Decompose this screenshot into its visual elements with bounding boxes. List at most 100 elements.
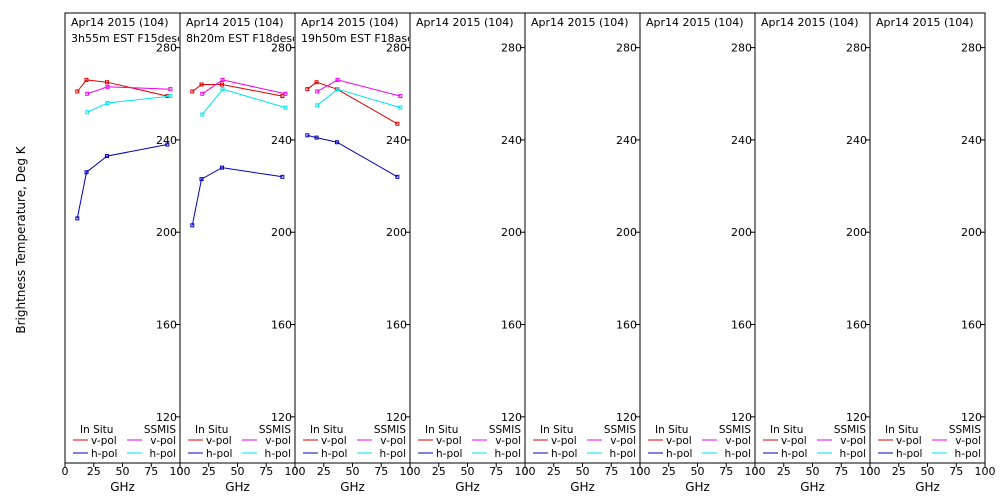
data-point-insitu-hpol — [314, 135, 319, 140]
legend-insitu-header: In Situ — [885, 424, 918, 436]
data-point-ssmis-vpol — [398, 94, 403, 99]
y-tick-label: 160 — [156, 319, 177, 332]
legend-ssmis-vpol: v-pol — [610, 435, 636, 447]
x-axis-label: GHz — [915, 480, 940, 494]
y-tick-label: 120 — [731, 411, 752, 424]
data-point-insitu-vpol — [280, 94, 285, 99]
legend-ssmis-header: SSMIS — [719, 424, 751, 436]
series-line-insitu-hpol — [76, 144, 168, 219]
panel-title-group: Apr14 2015 (104) — [531, 16, 629, 29]
data-point-insitu-hpol — [395, 174, 400, 179]
panel-title-group: Apr14 2015 (104) — [646, 16, 744, 29]
x-tick-label: 0 — [62, 465, 69, 478]
x-tick-label: 75 — [259, 465, 273, 478]
data-point-ssmis-hpol — [105, 101, 110, 105]
y-tick-label: 200 — [961, 226, 982, 239]
y-axis-label: Brightness Temperature, Deg K — [14, 145, 28, 333]
panel-8: Apr14 2015 (104) 120 160 200 240 280 0 25 50 75 10… — [867, 12, 996, 494]
x-axis-label: GHz — [685, 480, 710, 494]
y-tick-label: 200 — [846, 226, 867, 239]
x-tick-label: 25 — [777, 465, 791, 478]
data-point-ssmis-hpol — [283, 105, 288, 110]
legend-insitu-hpol: h-pol — [781, 448, 807, 460]
series-line-ssmis-hpol — [87, 95, 171, 113]
series-line-insitu-vpol — [191, 84, 283, 97]
x-axis-label: GHz — [225, 480, 250, 494]
data-point-ssmis-vpol — [85, 91, 90, 96]
series-line-ssmis-vpol — [202, 79, 286, 95]
x-tick-label: 25 — [662, 465, 676, 478]
y-tick-label: 280 — [501, 42, 522, 55]
x-tick-label: 25 — [432, 465, 446, 478]
legend-insitu-vpol: v-pol — [551, 435, 577, 447]
y-tick-label: 160 — [501, 319, 522, 332]
data-point-insitu-vpol — [75, 89, 80, 94]
x-tick-label: 100 — [515, 465, 536, 478]
data-point-ssmis-hpol — [335, 87, 340, 92]
data-point-insitu-hpol — [219, 165, 224, 170]
y-tick-label: 200 — [501, 226, 522, 239]
data-point-ssmis-hpol — [398, 105, 403, 110]
y-tick-label: 200 — [386, 226, 407, 239]
data-point-ssmis-vpol — [283, 91, 288, 96]
x-tick-label: 50 — [461, 465, 475, 478]
data-point-insitu-vpol — [219, 82, 224, 87]
y-tick-label: 160 — [961, 319, 982, 332]
x-tick-label: 50 — [116, 465, 130, 478]
x-tick-label: 25 — [547, 465, 561, 478]
y-tick-label: 280 — [846, 42, 867, 55]
x-tick-label: 0 — [177, 465, 184, 478]
data-point-ssmis-hpol — [168, 94, 173, 99]
legend-ssmis-hpol: h-pol — [265, 448, 291, 460]
panel-title-date: Apr14 2015 (104) — [71, 16, 169, 29]
legend-ssmis-header: SSMIS — [834, 424, 866, 436]
legend-insitu-vpol: v-pol — [781, 435, 807, 447]
y-tick-label: 160 — [731, 319, 752, 332]
legend-insitu-hpol: h-pol — [896, 448, 922, 460]
panel-title-group: Apr14 2015 (104) 19h50m EST F18asc — [301, 16, 409, 45]
panel-2: Apr14 2015 (104) 8h20m EST F18desc 120 160 2… — [177, 12, 306, 494]
y-tick-label: 200 — [271, 226, 292, 239]
legend-ssmis-hpol: h-pol — [495, 448, 521, 460]
panel-7: Apr14 2015 (104) 120 160 200 240 280 0 25 50 75 10… — [752, 12, 881, 494]
y-tick-label: 160 — [616, 319, 637, 332]
series-line-insitu-hpol — [307, 134, 398, 178]
y-tick-label: 200 — [731, 226, 752, 239]
data-point-insitu-vpol — [104, 80, 109, 85]
y-tick-label: 240 — [271, 134, 292, 147]
data-point-insitu-vpol — [190, 89, 195, 94]
y-tick-label: 280 — [616, 42, 637, 55]
data-point-insitu-vpol — [314, 80, 319, 85]
data-point-ssmis-vpol — [315, 89, 320, 94]
series-line-ssmis-vpol — [317, 79, 401, 97]
data-point-insitu-hpol — [190, 223, 195, 228]
legend-ssmis-hpol: h-pol — [610, 448, 636, 460]
legend-insitu-hpol: h-pol — [666, 448, 692, 460]
x-axis-label: GHz — [455, 480, 480, 494]
panel-title-group: Apr14 2015 (104) 8h20m EST F18desc — [186, 16, 294, 45]
panel-title-group: Apr14 2015 (104) — [416, 16, 514, 29]
x-tick-label: 0 — [867, 465, 874, 478]
legend-insitu-hpol: h-pol — [206, 448, 232, 460]
legend-insitu-header: In Situ — [310, 424, 343, 436]
legend-ssmis-vpol: v-pol — [150, 435, 176, 447]
x-tick-label: 75 — [144, 465, 158, 478]
legend-insitu-header: In Situ — [80, 424, 113, 436]
panel-title-group: Apr14 2015 (104) 3h55m EST F15desc — [71, 16, 179, 45]
y-tick-label: 240 — [961, 134, 982, 147]
y-tick-label: 160 — [386, 319, 407, 332]
data-point-insitu-hpol — [75, 216, 80, 221]
legend-insitu-vpol: v-pol — [206, 435, 232, 447]
data-point-ssmis-vpol — [220, 77, 225, 82]
x-tick-label: 0 — [407, 465, 414, 478]
x-tick-label: 50 — [231, 465, 245, 478]
x-tick-label: 25 — [87, 465, 101, 478]
panel-1: Apr14 2015 (104) 3h55m EST F15desc 120 160 2… — [62, 12, 191, 494]
